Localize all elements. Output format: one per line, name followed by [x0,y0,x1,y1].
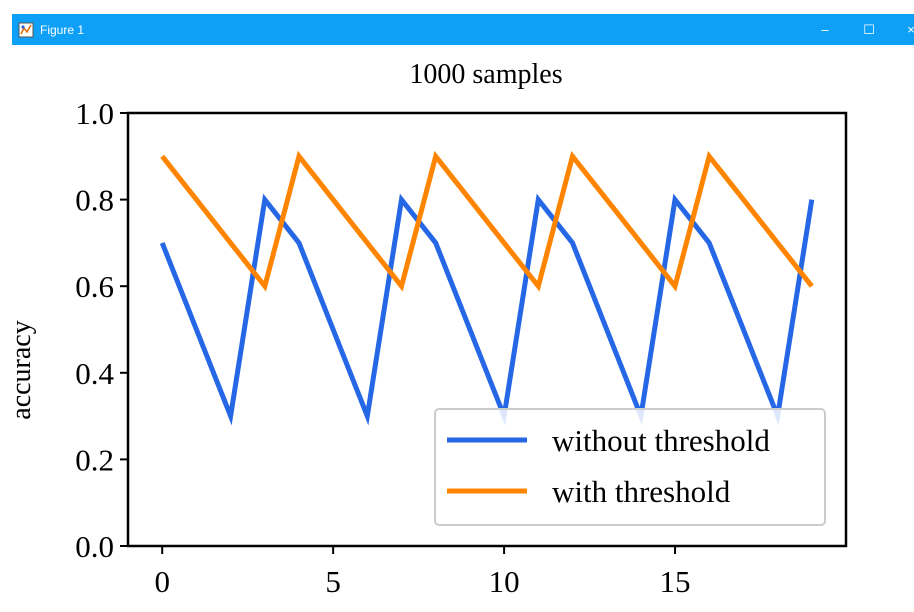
minimize-button[interactable]: – [808,14,842,45]
legend-label-with-threshold: with threshold [552,474,731,509]
y-tick-label: 0.8 [75,183,114,218]
axes-frame [126,111,848,548]
y-tick-label: 0.4 [75,356,114,391]
window-left-edge [0,0,12,612]
x-tick-label: 15 [660,564,691,599]
axis-ticks: 0 5 10 15 0.0 0.2 0.4 0.6 0.8 1.0 [75,96,690,599]
legend-label-without-threshold: without threshold [552,423,770,458]
maximize-icon: ☐ [863,21,875,37]
legend-box [434,408,826,526]
series-line-with-threshold [160,150,814,292]
maximize-button[interactable]: ☐ [852,14,886,45]
figure-app-icon [18,22,34,37]
y-tick-label: 0.6 [75,269,114,304]
y-tick-label: 1.0 [75,96,114,131]
chart-title: 1000 samples [409,59,562,90]
series-line-without-threshold [159,193,815,426]
close-icon: × [907,22,914,37]
close-button[interactable]: × [894,14,914,45]
y-tick-label: 0.0 [75,529,114,564]
y-axis-label: accuracy [12,320,37,419]
legend: without threshold with threshold [434,408,826,526]
x-tick-label: 0 [154,564,170,599]
figure-canvas: 1000 samples accuracy 0 5 10 15 0.0 0.2 0.4 0.6… [12,45,914,612]
title-bar[interactable]: Figure 1 – ☐ × [12,14,914,45]
y-tick-label: 0.2 [75,442,114,477]
minimize-icon: – [821,22,829,37]
window-title: Figure 1 [40,22,85,37]
series-lines [159,150,815,426]
line-chart: 1000 samples accuracy 0 5 10 15 0.0 0.2 0.4 0.6… [12,59,848,599]
x-tick-label: 10 [489,564,520,599]
x-tick-label: 5 [325,564,341,599]
